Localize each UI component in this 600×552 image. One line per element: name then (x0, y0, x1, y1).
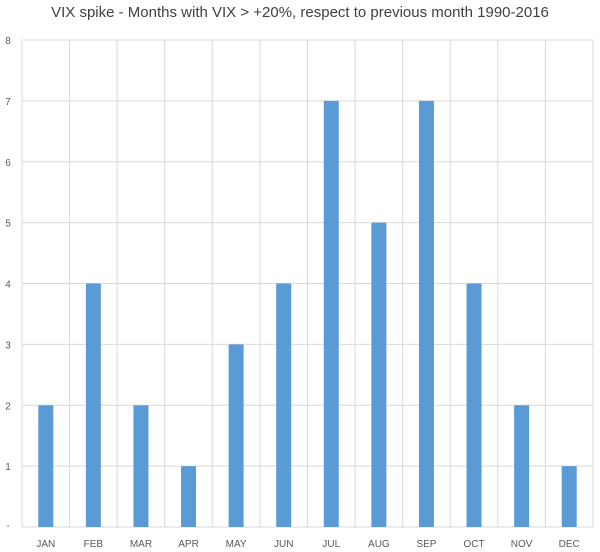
y-tick-label: 2 (5, 401, 11, 412)
x-axis: JAN FEB MAR APR MAY JUN JUL AUG SEP OCT NOV DEC (36, 539, 579, 550)
bar-mar (133, 405, 149, 527)
bar-apr (181, 466, 197, 527)
bar-jul (323, 100, 339, 527)
x-tick-label: JAN (36, 539, 55, 550)
chart-title: VIX spike - Months with VIX > +20%, resp… (51, 4, 549, 21)
x-tick-label: MAY (226, 539, 247, 550)
bar-oct (466, 283, 482, 527)
bar-sep (418, 100, 434, 527)
grid-layer (21, 39, 594, 528)
x-tick-label: MAR (130, 539, 152, 550)
bar-jan (38, 405, 54, 527)
bar-aug (371, 222, 387, 527)
y-tick-label: 8 (5, 36, 11, 47)
y-tick-label: 7 (5, 97, 11, 108)
bar-feb (85, 283, 101, 527)
y-tick-label-zero: - (6, 521, 9, 532)
x-tick-label: NOV (511, 539, 533, 550)
bar-may (228, 344, 244, 527)
y-tick-label: 5 (5, 219, 11, 230)
bar-nov (514, 405, 530, 527)
bar-jun (276, 283, 292, 527)
x-tick-label: JUN (274, 539, 293, 550)
bar-dec (561, 466, 577, 527)
x-tick-label: APR (178, 539, 199, 550)
x-tick-label: SEP (416, 539, 436, 550)
y-tick-label: 1 (5, 462, 11, 473)
x-tick-label: OCT (463, 539, 484, 550)
y-tick-label: 4 (5, 280, 11, 291)
y-tick-label: 6 (5, 158, 11, 169)
y-tick-label: 3 (5, 340, 11, 351)
x-tick-label: DEC (559, 539, 580, 550)
x-tick-label: AUG (368, 539, 390, 550)
x-tick-label: FEB (84, 539, 104, 550)
y-axis: 1 2 3 4 5 6 7 8 - (5, 36, 11, 532)
x-tick-label: JUL (322, 539, 340, 550)
bar-layer (38, 100, 577, 527)
